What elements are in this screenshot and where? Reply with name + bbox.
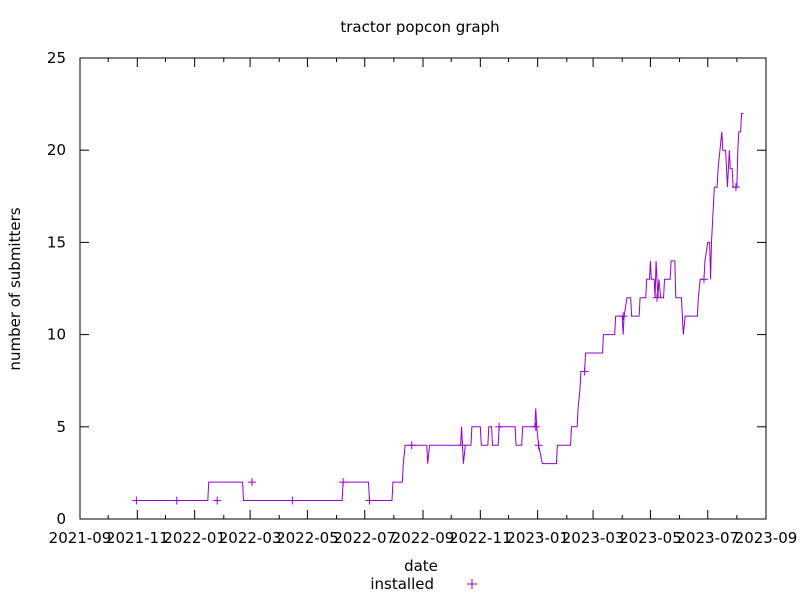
- legend-marker: [467, 579, 477, 589]
- x-axis: 2021-092021-112022-012022-032022-052022-…: [49, 58, 798, 547]
- data-point: [365, 496, 374, 505]
- x-tick-label: 2022-09: [392, 529, 455, 547]
- data-point: [619, 312, 628, 321]
- data-point: [458, 441, 467, 450]
- x-tick-label: 2023-07: [676, 529, 739, 547]
- data-point: [652, 293, 661, 302]
- data-point: [407, 441, 416, 450]
- y-tick-label: 10: [47, 326, 66, 344]
- y-axis: 0 5 10 15 20 25: [47, 49, 766, 528]
- y-tick-label: 25: [47, 49, 66, 67]
- data-point: [699, 275, 708, 284]
- x-tick-label: 2023-05: [619, 529, 682, 547]
- y-tick-label: 5: [56, 418, 66, 436]
- data-point: [580, 367, 589, 376]
- x-tick-label: 2022-11: [449, 529, 512, 547]
- data-point: [213, 496, 222, 505]
- data-point: [247, 478, 256, 487]
- x-tick-label: 2022-05: [276, 529, 339, 547]
- data-point: [534, 441, 543, 450]
- x-tick-label: 2023-09: [735, 529, 798, 547]
- data-point: [132, 496, 141, 505]
- x-tick-label: 2023-03: [562, 529, 625, 547]
- x-tick-label: 2021-11: [106, 529, 169, 547]
- y-tick-label: 0: [56, 510, 66, 528]
- x-tick-label: 2023-01: [506, 529, 569, 547]
- series-layer: [132, 112, 744, 505]
- y-axis-label: number of submitters: [6, 207, 24, 370]
- data-point: [172, 496, 181, 505]
- data-point: [339, 478, 348, 487]
- series-markers-installed: [132, 183, 740, 505]
- y-tick-label: 15: [47, 233, 66, 251]
- x-tick-label: 2022-03: [219, 529, 282, 547]
- data-point: [731, 183, 740, 192]
- x-axis-label: date: [404, 557, 438, 575]
- data-point: [495, 422, 504, 431]
- legend-label: installed: [370, 575, 434, 593]
- data-point: [531, 422, 540, 431]
- x-tick-label: 2021-09: [49, 529, 112, 547]
- legend: installed: [370, 575, 477, 593]
- x-tick-label: 2022-01: [163, 529, 226, 547]
- y-tick-label: 20: [47, 141, 66, 159]
- x-tick-label: 2022-07: [333, 529, 396, 547]
- chart-title: tractor popcon graph: [340, 18, 499, 36]
- data-point: [288, 496, 297, 505]
